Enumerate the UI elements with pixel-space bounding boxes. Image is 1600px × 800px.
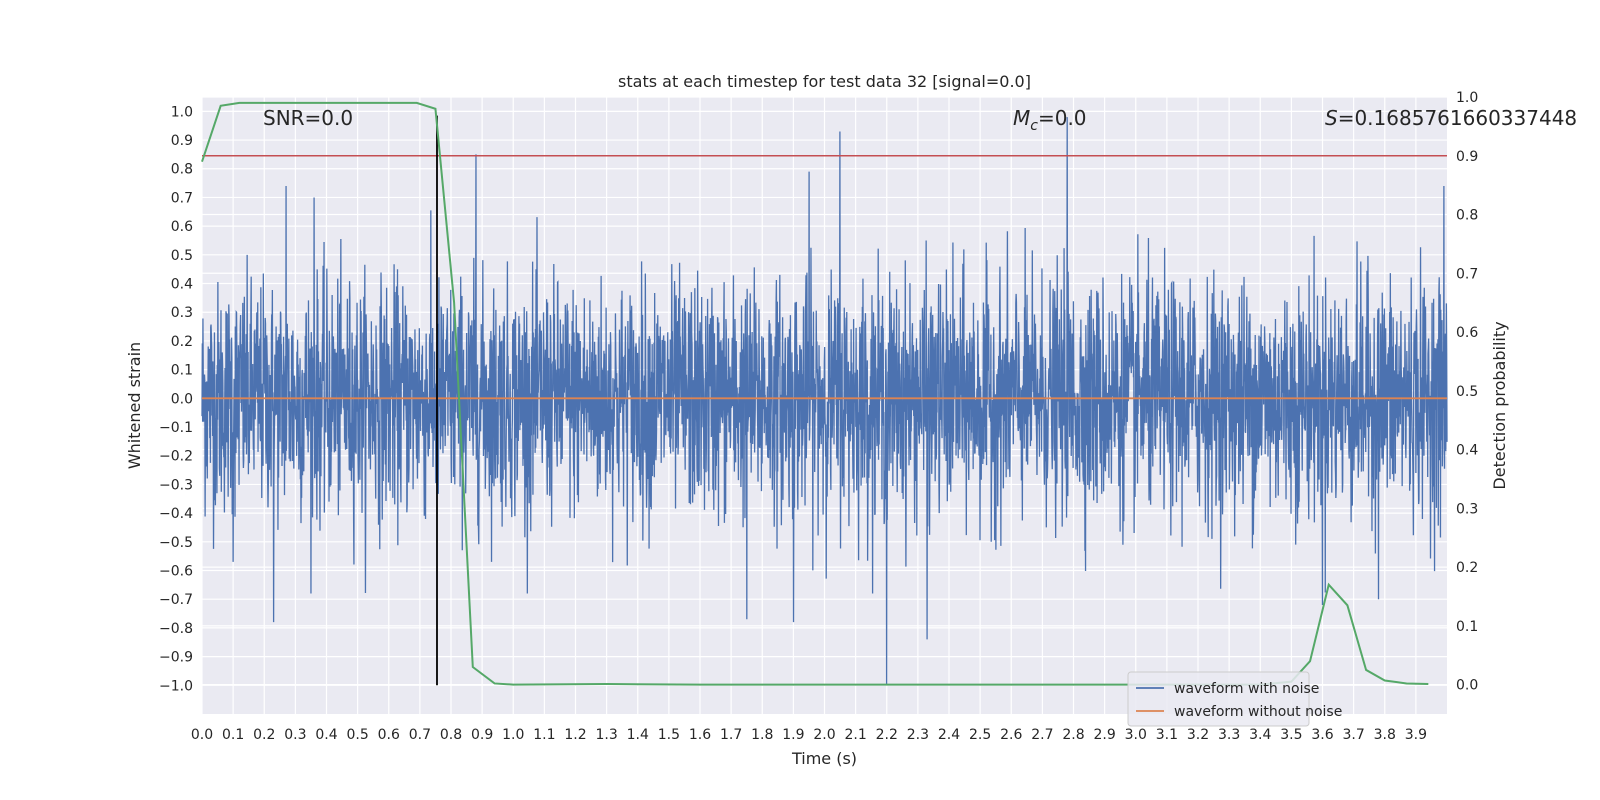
- x-tick-label: 0.0: [191, 727, 213, 743]
- x-tick-label: 2.1: [844, 727, 866, 743]
- x-tick-label: 3.3: [1218, 727, 1240, 743]
- x-tick-label: 3.1: [1156, 727, 1178, 743]
- y-tick-label: 0.8: [171, 162, 193, 178]
- x-tick-label: 3.6: [1311, 727, 1333, 743]
- s-annotation: S=0.1685761660337448: [1325, 106, 1577, 130]
- y-tick-label: 0.2: [171, 334, 193, 350]
- x-tick-label: 0.2: [253, 727, 275, 743]
- x-tick-label: 2.7: [1031, 727, 1053, 743]
- y-tick-label: −1.0: [159, 678, 193, 694]
- y-tick-label: 0.4: [171, 277, 193, 293]
- x-axis-label: Time (s): [791, 749, 857, 768]
- y-tick-label: −0.4: [159, 506, 193, 522]
- x-tick-label: 2.6: [1000, 727, 1022, 743]
- probability-line: [201, 101, 1429, 686]
- x-tick-label: 3.9: [1405, 727, 1427, 743]
- y-right-tick-label: 0.7: [1456, 266, 1478, 282]
- y-tick-label: −0.2: [159, 449, 193, 465]
- y-tick-label: −0.8: [159, 621, 193, 637]
- x-tick-label: 2.4: [938, 727, 960, 743]
- y-right-tick-label: 0.6: [1456, 325, 1478, 341]
- y-right-tick-label: 0.3: [1456, 501, 1478, 517]
- x-tick-label: 1.7: [720, 727, 742, 743]
- x-tick-label: 0.3: [284, 727, 306, 743]
- x-tick-label: 3.8: [1374, 727, 1396, 743]
- y-right-tick-label: 0.5: [1456, 384, 1478, 400]
- mc-base: M: [1013, 106, 1030, 130]
- y-tick-label: 0.0: [171, 391, 193, 407]
- x-tick-label: 1.1: [533, 727, 555, 743]
- s-value: =0.1685761660337448: [1338, 106, 1577, 130]
- x-tick-label: 1.5: [658, 727, 680, 743]
- legend: waveform with noise waveform without nois…: [1127, 671, 1342, 727]
- y-right-tick-label: 0.1: [1456, 619, 1478, 635]
- y-tick-label: 0.1: [171, 363, 193, 379]
- y-tick-label: −0.7: [159, 592, 193, 608]
- s-base: S: [1325, 106, 1338, 130]
- x-tick-label: 1.4: [627, 727, 649, 743]
- y-tick-label: 0.9: [171, 133, 193, 149]
- y-right-tick-label: 0.2: [1456, 560, 1478, 576]
- series-group: [201, 101, 1448, 686]
- x-tick-label: 2.0: [813, 727, 835, 743]
- snr-annotation: SNR=0.0: [263, 106, 353, 130]
- y-right-tick-label: 1.0: [1456, 90, 1478, 106]
- x-tick-label: 1.9: [782, 727, 804, 743]
- x-tick-label: 3.2: [1187, 727, 1209, 743]
- legend-label: waveform without noise: [1174, 704, 1342, 720]
- y-tick-label: 0.3: [171, 305, 193, 321]
- x-tick-label: 0.1: [222, 727, 244, 743]
- x-tick-label: 1.0: [502, 727, 524, 743]
- x-axis-ticks: 0.0 0.1 0.2 0.3 0.4 0.5 0.6 0.7 0.8 0.9 1.0 1.1 1.2 1…: [191, 727, 1427, 743]
- y-tick-label: 1.0: [171, 104, 193, 120]
- y-tick-label: 0.6: [171, 219, 193, 235]
- y-axis-ticks: 1.0 0.9 0.8 0.7 0.6 0.5 0.4 0.3 0.2 0.1 0.0 −0.1 −0.…: [159, 104, 193, 694]
- x-tick-label: 1.3: [595, 727, 617, 743]
- y-axis-label: Whitened strain: [125, 342, 144, 469]
- mc-annotation: Mc=0.0: [1013, 106, 1087, 134]
- x-tick-label: 3.5: [1280, 727, 1302, 743]
- x-tick-label: 0.8: [440, 727, 462, 743]
- y-axis-right-label: Detection probability: [1490, 321, 1509, 489]
- x-tick-label: 0.9: [471, 727, 493, 743]
- legend-box: [1127, 671, 1310, 727]
- x-tick-label: 2.5: [969, 727, 991, 743]
- x-tick-label: 0.6: [378, 727, 400, 743]
- x-tick-label: 0.7: [409, 727, 431, 743]
- x-tick-label: 1.6: [689, 727, 711, 743]
- x-tick-label: 3.7: [1342, 727, 1364, 743]
- y-right-tick-label: 0.4: [1456, 443, 1478, 459]
- x-tick-label: 2.3: [907, 727, 929, 743]
- x-tick-label: 1.2: [564, 727, 586, 743]
- y-tick-label: −0.3: [159, 477, 193, 493]
- x-tick-label: 2.8: [1062, 727, 1084, 743]
- chart-title: stats at each timestep for test data 32 …: [618, 72, 1031, 91]
- y-right-tick-label: 0.0: [1456, 678, 1478, 694]
- mc-subscript: c: [1030, 118, 1038, 134]
- y-tick-label: 0.7: [171, 190, 193, 206]
- noisy-waveform-line: [201, 117, 1448, 686]
- y-tick-label: −0.6: [159, 564, 193, 580]
- x-tick-label: 3.0: [1125, 727, 1147, 743]
- x-tick-label: 0.4: [315, 727, 337, 743]
- x-tick-label: 3.4: [1249, 727, 1271, 743]
- y-tick-label: −0.5: [159, 535, 193, 551]
- mc-value: =0.0: [1038, 106, 1087, 130]
- y-tick-label: −0.9: [159, 650, 193, 666]
- y-axis-right-ticks: 1.0 0.9 0.8 0.7 0.6 0.5 0.4 0.3 0.2 0.1 0.0: [1456, 90, 1478, 694]
- y-right-tick-label: 0.8: [1456, 208, 1478, 224]
- x-tick-label: 2.9: [1093, 727, 1115, 743]
- legend-label: waveform with noise: [1174, 681, 1319, 697]
- x-tick-label: 0.5: [346, 727, 368, 743]
- y-right-tick-label: 0.9: [1456, 149, 1478, 165]
- y-tick-label: 0.5: [171, 248, 193, 264]
- y-tick-label: −0.1: [159, 420, 193, 436]
- x-tick-label: 2.2: [876, 727, 898, 743]
- x-tick-label: 1.8: [751, 727, 773, 743]
